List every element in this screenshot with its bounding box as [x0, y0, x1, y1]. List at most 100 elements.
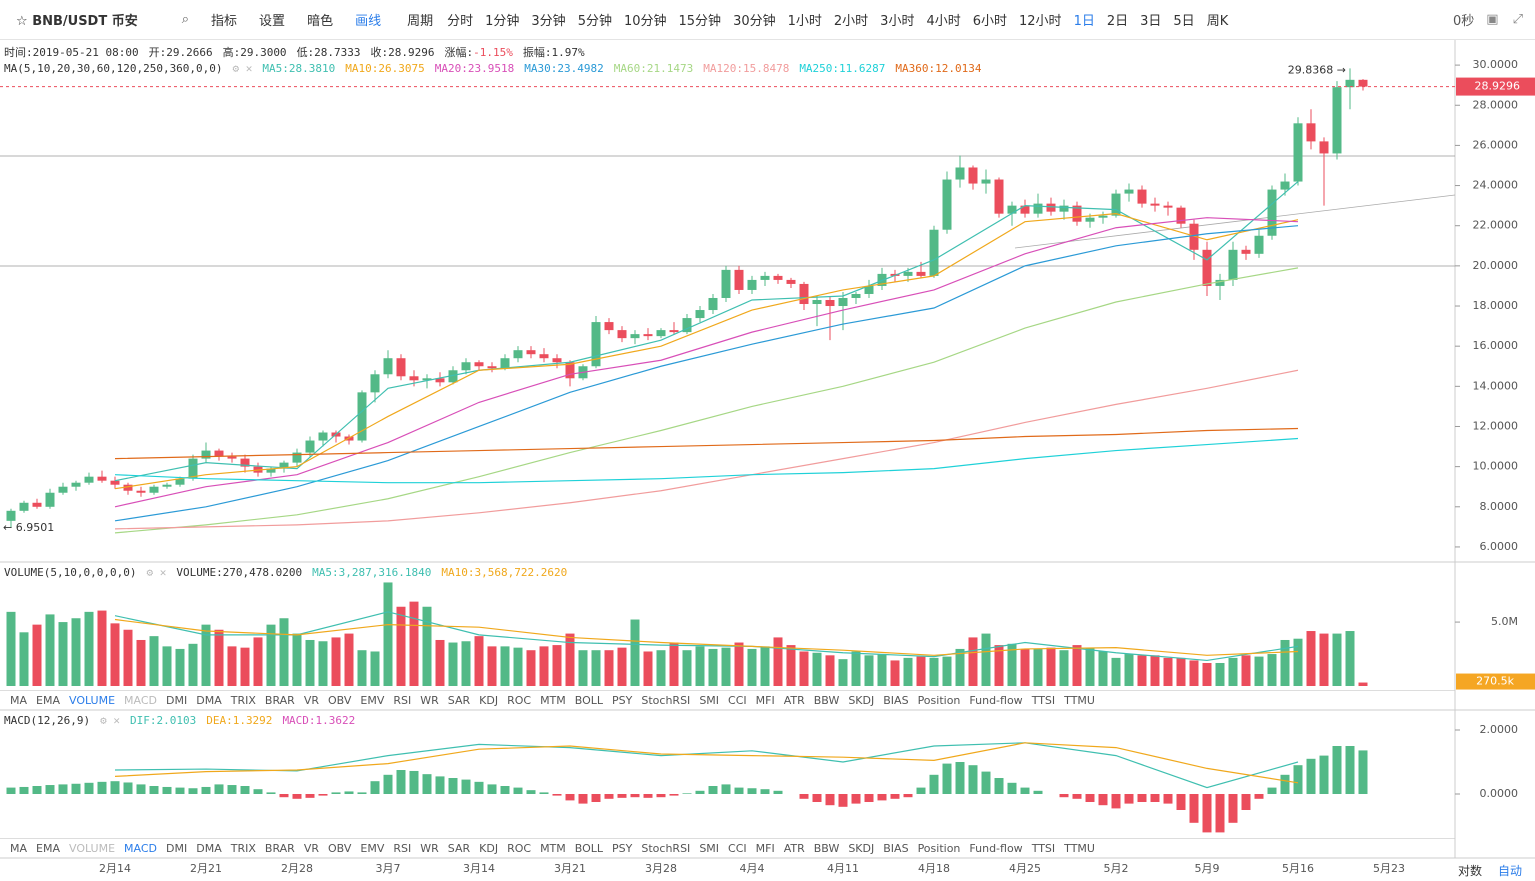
- camera-icon[interactable]: ▣: [1486, 12, 1499, 27]
- tool-button[interactable]: 设置: [259, 14, 286, 29]
- period-button[interactable]: 30分钟: [733, 14, 776, 29]
- indicator-tab[interactable]: EMV: [360, 842, 385, 855]
- volume-bar: [799, 651, 809, 686]
- period-label[interactable]: 周期: [407, 14, 434, 29]
- period-button[interactable]: 1小时: [787, 14, 822, 29]
- period-button[interactable]: 15分钟: [678, 14, 722, 29]
- indicator-tab[interactable]: TTSI: [1031, 694, 1056, 707]
- indicator-tab[interactable]: BIAS: [883, 842, 909, 855]
- indicator-tab[interactable]: Fund-flow: [969, 694, 1023, 707]
- volume-bar: [32, 624, 42, 686]
- period-button[interactable]: 3分钟: [531, 14, 566, 29]
- tool-button[interactable]: 暗色: [307, 14, 334, 29]
- log-button[interactable]: 对数: [1458, 864, 1483, 878]
- indicator-tab[interactable]: VR: [303, 694, 319, 707]
- legend-title: MACD(12,26,9): [4, 714, 91, 727]
- indicator-tab[interactable]: BRAR: [264, 694, 295, 707]
- indicator-tab[interactable]: OBV: [328, 694, 352, 707]
- indicator-tab[interactable]: SKDJ: [848, 842, 875, 855]
- indicator-tab[interactable]: TTMU: [1064, 842, 1095, 855]
- indicator-tab[interactable]: ATR: [783, 842, 805, 855]
- indicator-tab[interactable]: Position: [917, 694, 961, 707]
- indicator-tab[interactable]: CCI: [728, 694, 747, 707]
- indicator-tab[interactable]: EMA: [36, 694, 60, 707]
- indicator-tab[interactable]: Fund-flow: [969, 842, 1023, 855]
- indicator-tab[interactable]: MTM: [540, 842, 566, 855]
- indicator-tab[interactable]: BBW: [813, 694, 840, 707]
- indicator-tab[interactable]: DMI: [166, 842, 188, 855]
- indicator-tab[interactable]: MACD: [124, 842, 158, 855]
- indicator-tab[interactable]: SKDJ: [848, 694, 875, 707]
- indicator-tab[interactable]: PSY: [612, 842, 633, 855]
- fullscreen-icon[interactable]: ⤢: [1512, 12, 1523, 27]
- indicator-tab[interactable]: PSY: [612, 694, 633, 707]
- tool-button[interactable]: 指标: [211, 14, 238, 29]
- indicator-tab[interactable]: DMI: [166, 694, 188, 707]
- indicator-tab[interactable]: KDJ: [479, 842, 499, 855]
- volume-bar: [604, 650, 614, 686]
- indicator-tab[interactable]: RSI: [393, 694, 412, 707]
- indicator-tab[interactable]: KDJ: [479, 694, 499, 707]
- indicator-tab[interactable]: OBV: [328, 842, 352, 855]
- indicator-tab[interactable]: WR: [420, 842, 439, 855]
- indicator-tab[interactable]: ATR: [783, 694, 805, 707]
- indicator-tab[interactable]: WR: [420, 694, 439, 707]
- period-button[interactable]: 2小时: [833, 14, 869, 29]
- indicator-tab[interactable]: ROC: [507, 694, 532, 707]
- indicator-tab[interactable]: TTMU: [1064, 694, 1095, 707]
- indicator-tab[interactable]: EMV: [360, 694, 385, 707]
- indicator-tab[interactable]: CCI: [728, 842, 747, 855]
- indicator-tab[interactable]: TTSI: [1031, 842, 1056, 855]
- tool-button[interactable]: 画线: [355, 14, 382, 29]
- period-button[interactable]: 5分钟: [577, 14, 612, 29]
- indicator-tab[interactable]: SAR: [447, 694, 471, 707]
- period-button[interactable]: 1分钟: [485, 14, 520, 29]
- period-button[interactable]: 4小时: [926, 14, 961, 29]
- indicator-tab[interactable]: EMA: [36, 842, 60, 855]
- indicator-tab[interactable]: StochRSI: [641, 842, 691, 855]
- legend-item: MA5:28.3810: [262, 62, 336, 75]
- macd-bar: [682, 793, 692, 794]
- indicator-tab[interactable]: MTM: [540, 694, 566, 707]
- indicator-tab[interactable]: ROC: [507, 842, 532, 855]
- period-button[interactable]: 2日: [1106, 14, 1129, 29]
- period-button[interactable]: 12小时: [1019, 14, 1062, 29]
- indicator-tab[interactable]: BOLL: [574, 842, 604, 855]
- volume-bar: [812, 652, 822, 686]
- indicator-tab[interactable]: SMI: [699, 842, 720, 855]
- indicator-tab[interactable]: TRIX: [230, 694, 256, 707]
- period-button[interactable]: 10分钟: [623, 14, 667, 29]
- symbol[interactable]: ☆ BNB/USDT 币安: [16, 14, 138, 29]
- indicator-tab[interactable]: MA: [10, 694, 28, 707]
- indicator-tab[interactable]: MFI: [755, 842, 775, 855]
- indicator-tab[interactable]: Position: [917, 842, 961, 855]
- auto-button[interactable]: 自动: [1498, 864, 1523, 878]
- search-icon[interactable]: ⌕: [181, 12, 190, 27]
- indicator-tab[interactable]: MACD: [124, 694, 158, 707]
- period-button[interactable]: 分时: [447, 14, 474, 29]
- indicator-tab[interactable]: BIAS: [883, 694, 909, 707]
- indicator-tab[interactable]: MA: [10, 842, 28, 855]
- indicator-tab[interactable]: VOLUME: [68, 842, 116, 855]
- macd-bar: [253, 789, 263, 794]
- period-button[interactable]: 1日: [1073, 14, 1095, 29]
- indicator-tab[interactable]: DMA: [196, 694, 222, 707]
- indicator-tab[interactable]: MFI: [755, 694, 775, 707]
- period-button[interactable]: 5日: [1173, 14, 1195, 29]
- indicator-tab[interactable]: SAR: [447, 842, 471, 855]
- indicator-tab[interactable]: TRIX: [230, 842, 256, 855]
- indicator-tab[interactable]: RSI: [393, 842, 412, 855]
- indicator-tab[interactable]: VOLUME: [68, 694, 116, 707]
- period-button[interactable]: 6小时: [972, 14, 1008, 29]
- period-button[interactable]: 周K: [1206, 14, 1229, 29]
- x-tick-label: 3月7: [376, 862, 401, 875]
- indicator-tab[interactable]: VR: [303, 842, 319, 855]
- indicator-tab[interactable]: SMI: [699, 694, 720, 707]
- indicator-tab[interactable]: BOLL: [574, 694, 604, 707]
- indicator-tab[interactable]: BBW: [813, 842, 840, 855]
- indicator-tab[interactable]: BRAR: [264, 842, 295, 855]
- indicator-tab[interactable]: StochRSI: [641, 694, 691, 707]
- indicator-tab[interactable]: DMA: [196, 842, 222, 855]
- period-button[interactable]: 3小时: [880, 14, 915, 29]
- period-button[interactable]: 3日: [1140, 14, 1162, 29]
